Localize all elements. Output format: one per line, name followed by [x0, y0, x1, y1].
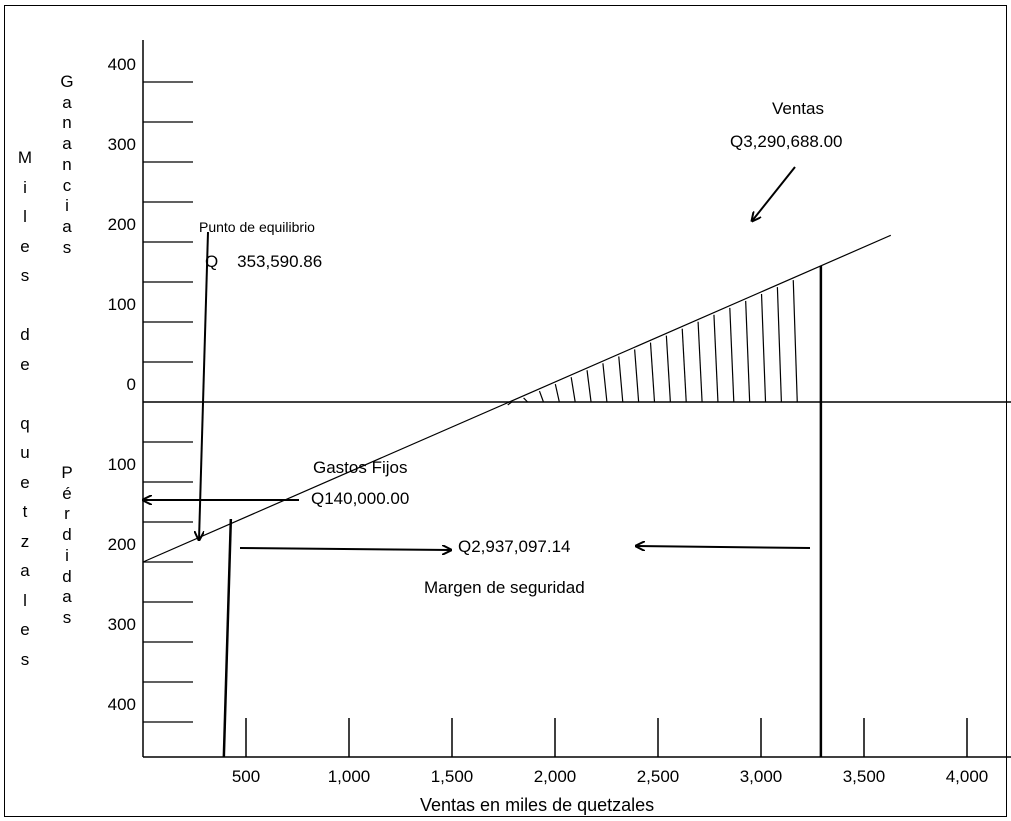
axis-label-letter: e	[20, 472, 30, 492]
profit-hatch-line	[618, 356, 624, 403]
profit-hatch-line	[649, 342, 656, 403]
axis-label-letter: a	[62, 216, 72, 236]
chart-frame	[4, 5, 1007, 817]
axis-label-letter: a	[62, 92, 72, 112]
axis-label-letter: i	[65, 545, 69, 565]
x-tick-label: 3,500	[842, 767, 886, 786]
profit-hatch-line	[745, 300, 751, 403]
profit-hatch-line	[554, 383, 560, 403]
x-tick-label: 3,000	[739, 767, 783, 786]
gastos-title: Gastos Fijos	[313, 458, 408, 477]
profit-hatch-line	[586, 370, 592, 403]
punto-value: Q 353,590.86	[205, 252, 323, 271]
axis-label-letter: u	[20, 443, 30, 462]
axis-label-letter: l	[23, 590, 27, 610]
axis-label-letter: P	[61, 463, 73, 482]
profit-hatch-line	[697, 321, 703, 403]
axis-label-letter: l	[23, 207, 27, 226]
y-tick-label-upper: 400	[107, 55, 136, 74]
y-tick-label-lower: 300	[107, 615, 136, 634]
ventas-value: Q3,290,688.00	[730, 132, 843, 151]
axis-label-letter: d	[62, 566, 72, 586]
profit-hatch-line	[792, 280, 798, 403]
profit-hatch-line	[538, 390, 545, 403]
profit-hatch-line	[665, 335, 671, 403]
y-tick-label-lower: 200	[107, 535, 136, 554]
profit-hatch-line	[760, 293, 767, 403]
axis-label-letter: s	[20, 649, 30, 669]
profit-hatch-line	[729, 307, 735, 403]
axis-label-letter: e	[20, 354, 30, 374]
axis-label-letter: M	[17, 148, 33, 167]
axis-label-letter	[17, 291, 33, 321]
axis-label-letter: r	[64, 504, 70, 524]
profit-hatch-line	[602, 363, 608, 403]
axis-label-letter: i	[23, 177, 27, 197]
x-tick-label: 500	[231, 767, 261, 786]
profit-hatch-line	[634, 349, 640, 403]
axis-label-letter: n	[62, 113, 72, 133]
profit-hatch-line	[507, 401, 513, 406]
y-tick-label-upper: 200	[107, 215, 136, 234]
profit-hatch-line	[570, 377, 576, 403]
y-tick-label-upper: 0	[126, 375, 136, 394]
axis-label-letter: d	[20, 325, 30, 344]
y-tick-label-upper: 100	[107, 295, 136, 314]
profit-hatch-line	[776, 287, 782, 403]
x-tick-label: 2,500	[636, 767, 680, 786]
margen-value: Q2,937,097.14	[458, 537, 571, 556]
axis-label-letter: é	[62, 483, 72, 503]
x-tick-label: 2,000	[533, 767, 577, 786]
axis-label-letter: e	[20, 236, 30, 256]
punto-title: Punto de equilibrio	[199, 219, 315, 235]
sales-line	[142, 234, 892, 563]
ventas-title: Ventas	[772, 99, 824, 118]
axis-label-letter: s	[20, 266, 30, 285]
axis-label-letter: e	[20, 620, 30, 639]
axis-label-letter: d	[62, 525, 72, 545]
margen-arrow-left	[636, 546, 811, 548]
axis-label-letter: t	[22, 502, 28, 521]
axis-label-letter: s	[62, 607, 72, 627]
axis-label-letter: c	[62, 175, 72, 195]
axis-label-letter: z	[20, 531, 30, 551]
profit-hatch-line	[523, 397, 529, 403]
break-even-line	[222, 518, 233, 758]
axis-label-letter: a	[62, 134, 72, 154]
axis-label-letter: G	[60, 72, 74, 91]
profit-hatch-line	[713, 314, 719, 403]
x-tick-label: 4,000	[945, 767, 989, 786]
axis-label-letter: q	[20, 413, 30, 433]
y-tick-label-lower: 100	[107, 455, 136, 474]
x-tick-label: 1,500	[430, 767, 474, 786]
margen-title: Margen de seguridad	[424, 578, 585, 597]
axis-label-letter	[17, 379, 33, 409]
y-tick-label-lower: 400	[107, 695, 136, 714]
x-axis-title: Ventas en miles de quetzales	[420, 795, 655, 815]
margen-arrow-right	[239, 548, 451, 550]
axis-label-letter: s	[62, 237, 72, 257]
axis-label-letter: n	[62, 154, 72, 174]
punto-arrow	[199, 231, 209, 540]
y-tick-label-upper: 300	[107, 135, 136, 154]
axis-label-letter: a	[62, 587, 72, 607]
ventas-arrow	[752, 166, 796, 221]
axis-label-letter: a	[20, 561, 30, 580]
profit-hatch-line	[681, 328, 687, 403]
gastos-value: Q140,000.00	[311, 489, 410, 508]
axis-label-letter: i	[65, 196, 69, 216]
x-tick-label: 1,000	[327, 767, 371, 786]
